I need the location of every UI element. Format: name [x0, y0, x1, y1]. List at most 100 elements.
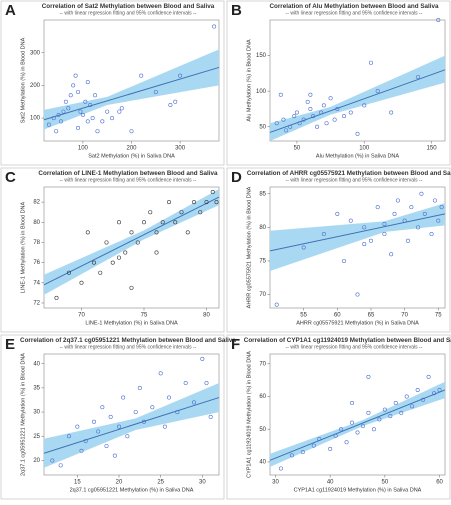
y-tick-label: 70	[259, 361, 266, 367]
point	[321, 232, 326, 237]
point	[294, 110, 299, 115]
confidence-band	[270, 203, 445, 272]
regression-line	[269, 69, 446, 133]
point	[375, 205, 380, 210]
y-tick-label: 50	[259, 427, 266, 433]
point	[96, 429, 101, 434]
point	[67, 270, 72, 275]
point	[332, 117, 337, 122]
point	[148, 210, 153, 215]
point	[317, 437, 322, 442]
point	[278, 92, 283, 97]
x-tick-label: 100	[359, 146, 370, 152]
y-axis-label: LINE-1 Methylation (%) in Blood DNA	[20, 201, 26, 293]
x-tick-label: 30	[272, 480, 279, 486]
point	[153, 89, 158, 94]
point	[297, 121, 302, 126]
point	[192, 200, 197, 205]
point	[133, 410, 138, 415]
x-tick-label: 30	[199, 480, 206, 486]
panel-letter: F	[231, 336, 240, 353]
chart-subtitle: -- with linear regression fitting and 95…	[60, 344, 197, 350]
point	[85, 230, 90, 235]
point	[75, 424, 80, 429]
point	[92, 419, 97, 424]
point	[61, 109, 66, 114]
x-tick-label: 150	[427, 146, 438, 152]
point	[142, 220, 147, 225]
point	[88, 103, 93, 108]
y-tick-label: 200	[30, 83, 41, 89]
point	[437, 387, 442, 392]
point	[67, 434, 72, 439]
point	[288, 124, 293, 129]
point	[368, 238, 373, 243]
point	[85, 80, 90, 85]
chart-title: Correlation of Alu Methylation between B…	[269, 3, 439, 10]
point	[301, 117, 306, 122]
y-axis-label: CYP1A1 cg11924019 Methylation (%) in Blo…	[246, 351, 252, 478]
point	[204, 200, 209, 205]
x-axis-label: LINE-1 Methylation (%) in Saliva DNA	[85, 320, 178, 326]
x-tick-label: 40	[327, 480, 334, 486]
point	[308, 92, 313, 97]
regression-line	[43, 66, 220, 121]
x-tick-label: 75	[435, 313, 442, 319]
point	[301, 245, 306, 250]
point	[198, 210, 203, 215]
point	[300, 450, 305, 455]
point	[362, 242, 367, 247]
point	[150, 405, 155, 410]
point	[399, 410, 404, 415]
panel-border	[0, 334, 225, 500]
point	[112, 453, 117, 458]
chart-title: Correlation of Sat2 Methylation between …	[42, 3, 215, 10]
y-axis-label: Sat2 Methylation (%) in Blood DNA	[20, 37, 26, 123]
y-axis-label: Alu Methylation (%) in Blood DNA	[246, 39, 252, 122]
point	[117, 424, 122, 429]
regression-line	[269, 213, 446, 252]
point	[104, 240, 109, 245]
point	[274, 121, 279, 126]
x-tick-label: 50	[294, 146, 301, 152]
point	[415, 387, 420, 392]
point	[51, 116, 56, 121]
y-tick-label: 80	[259, 225, 266, 231]
point	[178, 73, 183, 78]
panel-letter: A	[5, 2, 16, 19]
y-tick-label: 70	[259, 292, 266, 298]
point	[382, 221, 387, 226]
chart-subtitle: -- with linear regression fitting and 95…	[286, 10, 423, 16]
point	[183, 381, 188, 386]
x-tick-label: 70	[401, 313, 408, 319]
confidence-band	[44, 189, 219, 295]
y-tick-label: 75	[259, 259, 266, 265]
y-tick-label: 20	[33, 458, 40, 464]
point	[392, 211, 397, 216]
point	[348, 218, 353, 223]
point	[90, 116, 95, 121]
x-tick-label: 200	[126, 146, 137, 152]
regression-line	[43, 196, 220, 286]
point	[110, 260, 115, 265]
point	[78, 109, 83, 114]
point	[350, 401, 355, 406]
point	[281, 117, 286, 122]
panel-letter: C	[5, 169, 16, 186]
x-tick-label: 55	[300, 313, 307, 319]
point	[93, 93, 98, 98]
point	[83, 99, 88, 104]
point	[324, 121, 329, 126]
point	[360, 423, 365, 428]
point	[58, 463, 63, 468]
panel-border	[0, 0, 225, 166]
point	[129, 129, 134, 134]
y-tick-label: 100	[256, 89, 267, 95]
point	[158, 371, 163, 376]
point	[100, 405, 105, 410]
y-tick-label: 50	[259, 124, 266, 130]
point	[421, 397, 426, 402]
point	[274, 302, 279, 307]
x-tick-label: 80	[203, 313, 210, 319]
x-tick-label: 65	[368, 313, 375, 319]
